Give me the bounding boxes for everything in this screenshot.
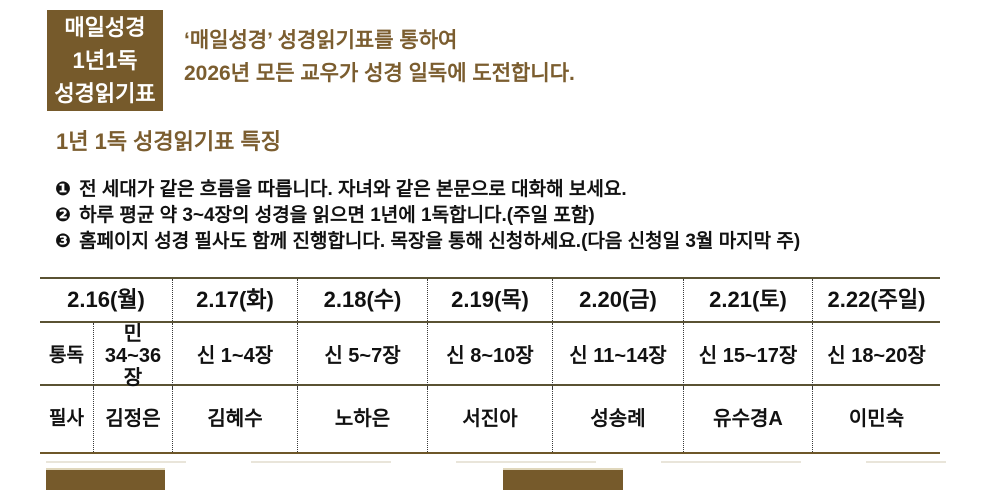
transcriber-cell-fri: 성송례	[553, 386, 684, 452]
reading-cell-thu: 신 8~10장	[428, 323, 553, 389]
table-row-reading: 통독 민 34~36장 신 1~4장 신 5~7장 신 8~10장 신 11~1…	[40, 323, 940, 389]
table-header-row: 2.16(월) 2.17(화) 2.18(수) 2.19(목) 2.20(금) …	[40, 279, 940, 323]
section-title: 1년 1독 성경읽기표 특징	[56, 129, 281, 154]
title-badge-line2: 1년1독	[72, 48, 138, 73]
transcriber-cell-sun: 이민숙	[848, 408, 905, 430]
circled-number-2-icon: ❷	[55, 205, 72, 226]
transcriber-cell-mon: 김정은	[94, 386, 173, 452]
intro-line1: ‘매일성경’ 성경읽기표를 통하여	[184, 29, 458, 52]
next-section-divider	[46, 461, 946, 463]
date-header-wed: 2.18(수)	[298, 279, 428, 321]
title-badge: 매일성경 1년1독 성경읽기표	[47, 10, 163, 111]
reading-cell-mon: 민 34~36장	[94, 323, 173, 389]
reading-cell-tue: 신 1~4장	[173, 323, 298, 389]
feature-text-3: 홈페이지 성경 필사도 함께 진행합니다. 목장을 통해 신청하세요.(다음 신…	[79, 231, 801, 252]
table-row-transcription: 필사 김정은 김혜수 노하은 서진아 성송례 유수경A 이민숙	[40, 386, 940, 452]
transcriber-cell-wed: 노하은	[298, 386, 428, 452]
circled-number-1-icon: ❶	[55, 179, 72, 200]
reading-schedule-table: 2.16(월) 2.17(화) 2.18(수) 2.19(목) 2.20(금) …	[40, 277, 940, 454]
transcriber-cell-thu: 서진아	[428, 386, 553, 452]
row-label-transcription: 필사	[40, 386, 94, 452]
intro-text: ‘매일성경’ 성경읽기표를 통하여 2026년 모든 교우가 성경 일독에 도전…	[184, 24, 575, 90]
feature-item-2: ❷ 하루 평균 약 3~4장의 성경을 읽으면 1년에 1독합니다.(주일 포함)	[55, 203, 800, 229]
date-header-mon: 2.16(월)	[40, 279, 173, 321]
feature-text-1: 전 세대가 같은 흐름을 따릅니다. 자녀와 같은 본문으로 대화해 보세요.	[79, 179, 627, 200]
date-header-sun: 2.22(주일)	[827, 287, 926, 312]
intro-line2: 2026년 모든 교우가 성경 일독에 도전합니다.	[184, 62, 575, 85]
date-header-fri: 2.20(금)	[553, 279, 684, 321]
feature-item-3: ❸ 홈페이지 성경 필사도 함께 진행합니다. 목장을 통해 신청하세요.(다음 …	[55, 229, 800, 255]
feature-list: ❶ 전 세대가 같은 흐름을 따릅니다. 자녀와 같은 본문으로 대화해 보세요.…	[55, 177, 800, 255]
reading-cell-sat: 신 15~17장	[684, 323, 813, 389]
date-header-tue: 2.17(화)	[173, 279, 298, 321]
reading-cell-sun: 신 18~20장	[827, 345, 926, 367]
feature-text-2: 하루 평균 약 3~4장의 성경을 읽으면 1년에 1독합니다.(주일 포함)	[79, 205, 595, 226]
transcriber-cell-tue: 김혜수	[173, 386, 298, 452]
transcriber-cell-sat: 유수경A	[684, 386, 813, 452]
feature-item-1: ❶ 전 세대가 같은 흐름을 따릅니다. 자녀와 같은 본문으로 대화해 보세요.	[55, 177, 800, 203]
date-header-thu: 2.19(목)	[428, 279, 553, 321]
title-badge-line3: 성경읽기표	[54, 81, 156, 106]
circled-number-3-icon: ❸	[55, 231, 72, 252]
reading-cell-wed: 신 5~7장	[298, 323, 428, 389]
date-header-sat: 2.21(토)	[684, 279, 813, 321]
row-label-reading: 통독	[40, 323, 94, 389]
reading-cell-fri: 신 11~14장	[553, 323, 684, 389]
next-section-badge-left	[46, 468, 165, 490]
title-badge-line1: 매일성경	[64, 15, 146, 40]
next-section-badge-right	[503, 468, 623, 490]
